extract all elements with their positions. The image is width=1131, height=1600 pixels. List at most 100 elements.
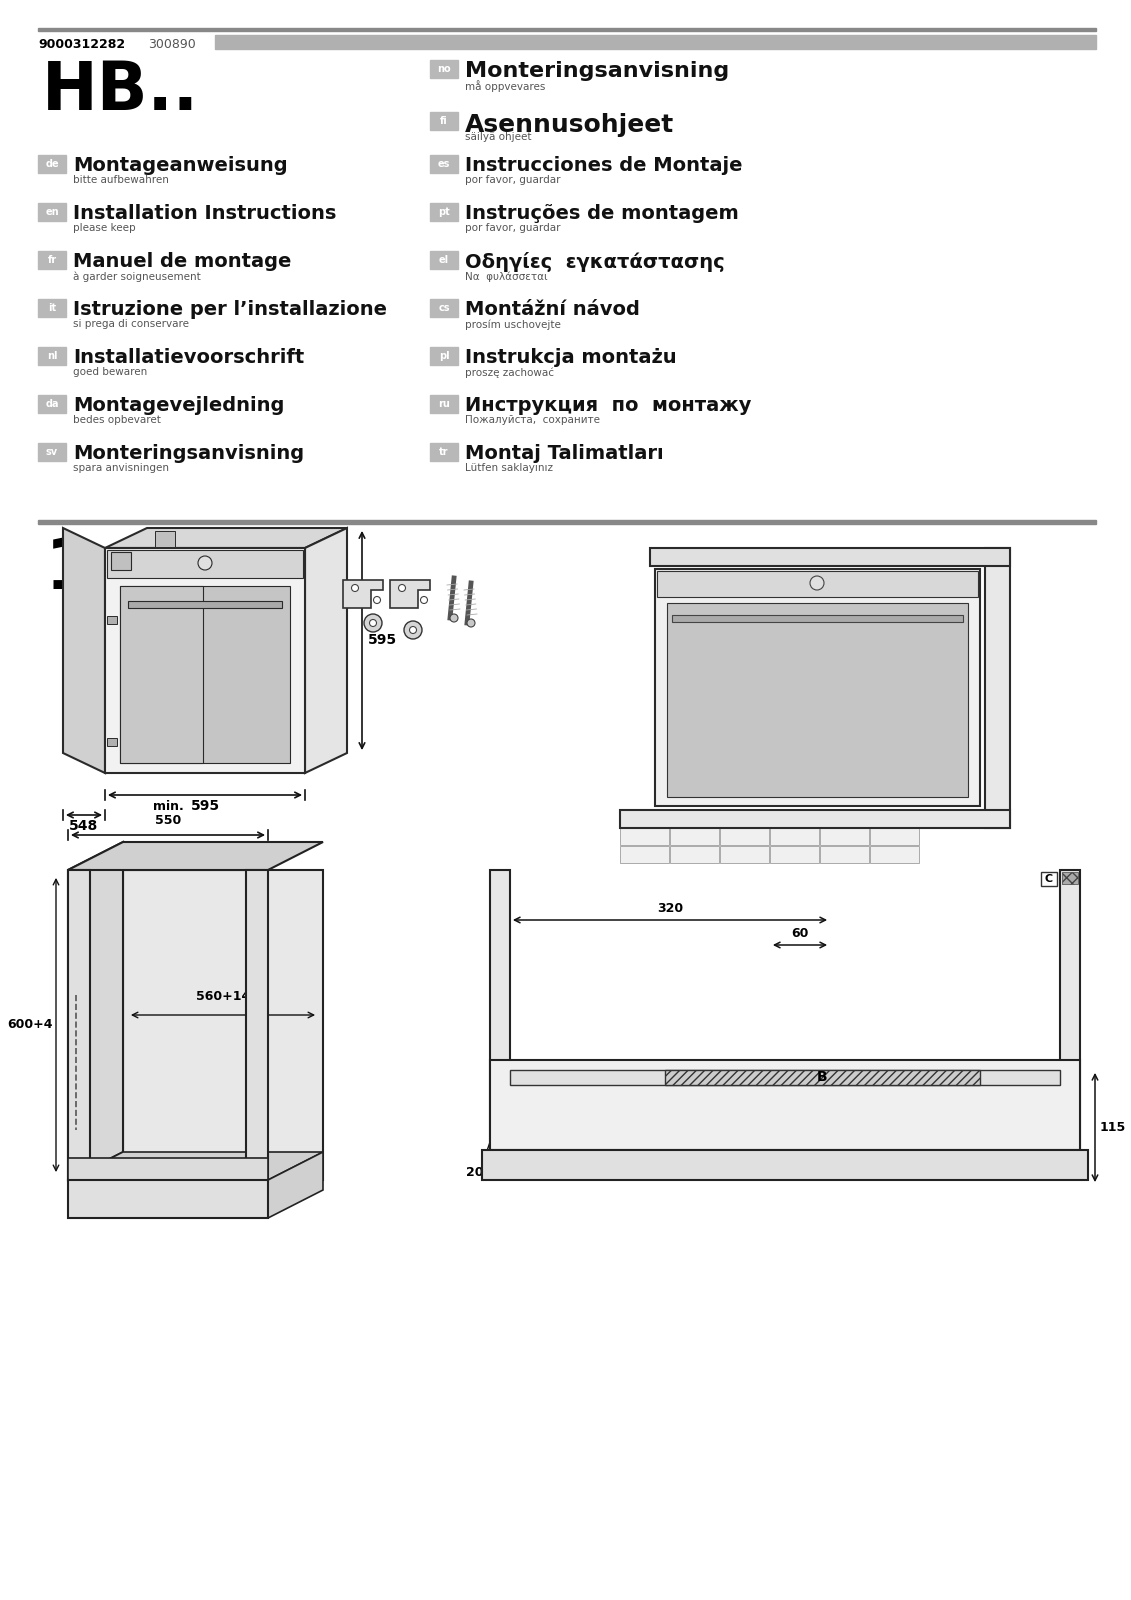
Bar <box>38 347 66 365</box>
Text: à garder soigneusement: à garder soigneusement <box>74 270 200 282</box>
Text: spara anvisningen: spara anvisningen <box>74 462 169 474</box>
Text: Installation Instructions: Installation Instructions <box>74 203 336 222</box>
Bar <box>870 829 920 845</box>
Text: 9000312282: 9000312282 <box>38 38 126 51</box>
Bar <box>1062 872 1078 883</box>
Bar <box>111 552 131 570</box>
Bar <box>430 155 458 173</box>
Text: min.
550: min. 550 <box>153 800 183 827</box>
Bar <box>670 829 719 845</box>
Polygon shape <box>63 528 105 773</box>
Bar <box>120 586 202 763</box>
Bar <box>820 846 869 862</box>
Text: 548: 548 <box>69 819 98 834</box>
Text: por favor, guardar: por favor, guardar <box>465 222 561 234</box>
Bar <box>38 155 66 173</box>
Text: Istruzione per l’installazione: Istruzione per l’installazione <box>74 301 387 318</box>
Bar <box>720 829 769 845</box>
Bar <box>38 299 66 317</box>
Text: nl: nl <box>46 350 58 362</box>
Bar <box>38 27 1096 30</box>
Text: es: es <box>438 158 450 170</box>
Bar <box>620 846 670 862</box>
Bar <box>620 810 1010 829</box>
Text: HB..: HB.. <box>42 58 199 125</box>
Bar <box>430 251 458 269</box>
Text: Monteringsanvisning: Monteringsanvisning <box>465 61 729 82</box>
Text: 600+4: 600+4 <box>8 1019 53 1032</box>
Polygon shape <box>305 528 347 773</box>
Bar <box>657 571 978 597</box>
Circle shape <box>810 576 824 590</box>
Text: säilyä ohjeet: säilyä ohjeet <box>465 133 532 142</box>
Bar <box>430 299 458 317</box>
Bar <box>38 203 66 221</box>
Circle shape <box>450 614 458 622</box>
Text: tr: tr <box>439 446 449 458</box>
Text: prosím uschovejte: prosím uschovejte <box>465 318 561 330</box>
Polygon shape <box>390 579 430 608</box>
Bar <box>490 1059 1080 1150</box>
Circle shape <box>198 557 211 570</box>
Bar <box>430 59 458 78</box>
Text: Montagevejledning: Montagevejledning <box>74 395 284 414</box>
Bar <box>620 829 670 845</box>
Bar <box>123 870 323 1181</box>
Text: da: da <box>45 398 59 410</box>
Bar <box>430 112 458 130</box>
Text: Instrukcja montażu: Instrukcja montażu <box>465 349 676 366</box>
Bar <box>670 846 719 862</box>
Bar <box>107 616 116 624</box>
Bar <box>430 347 458 365</box>
Text: 20: 20 <box>111 1162 129 1174</box>
Bar <box>1041 872 1057 886</box>
Text: bedes opbevaret: bedes opbevaret <box>74 414 161 426</box>
Polygon shape <box>68 842 323 870</box>
Bar <box>490 870 510 1150</box>
Text: 180: 180 <box>587 1077 613 1090</box>
Text: 20: 20 <box>466 1165 484 1179</box>
Text: Инструкция  по  монтажу: Инструкция по монтажу <box>465 395 751 414</box>
Bar <box>38 251 66 269</box>
Bar <box>672 614 962 622</box>
Text: 320: 320 <box>657 902 683 915</box>
Bar <box>107 738 116 746</box>
Text: bitte aufbewahren: bitte aufbewahren <box>74 174 169 186</box>
Bar <box>667 603 968 797</box>
Text: de: de <box>45 158 59 170</box>
Circle shape <box>409 627 416 634</box>
Polygon shape <box>105 528 347 547</box>
Text: C: C <box>1045 874 1053 883</box>
Bar <box>820 829 869 845</box>
Bar <box>105 547 305 773</box>
Circle shape <box>373 597 380 603</box>
Text: fr: fr <box>48 254 57 266</box>
Polygon shape <box>68 1181 268 1218</box>
Bar <box>107 550 303 578</box>
Text: el: el <box>439 254 449 266</box>
Text: please keep: please keep <box>74 222 136 234</box>
Text: 300890: 300890 <box>148 38 196 51</box>
Text: en: en <box>45 206 59 218</box>
Polygon shape <box>68 842 123 1181</box>
Bar <box>68 1158 268 1181</box>
Bar <box>510 1070 1060 1085</box>
Bar <box>770 846 819 862</box>
Text: no: no <box>438 64 451 74</box>
Text: Monteringsanvisning: Monteringsanvisning <box>74 443 304 462</box>
Text: 60: 60 <box>792 926 809 939</box>
Bar <box>665 1070 979 1085</box>
Circle shape <box>364 614 382 632</box>
Text: Instruções de montagem: Instruções de montagem <box>465 203 739 222</box>
Text: Instrucciones de Montaje: Instrucciones de Montaje <box>465 157 742 174</box>
Bar <box>482 1150 1088 1181</box>
Bar <box>870 846 920 862</box>
Bar <box>68 870 90 1181</box>
Text: Lütfen saklayınız: Lütfen saklayınız <box>465 462 553 474</box>
Text: si prega di conservare: si prega di conservare <box>74 318 189 330</box>
Bar <box>770 829 819 845</box>
Text: 50: 50 <box>526 1166 544 1179</box>
Bar <box>215 35 1096 50</box>
Text: goed bewaren: goed bewaren <box>74 366 147 378</box>
Bar <box>128 602 282 608</box>
